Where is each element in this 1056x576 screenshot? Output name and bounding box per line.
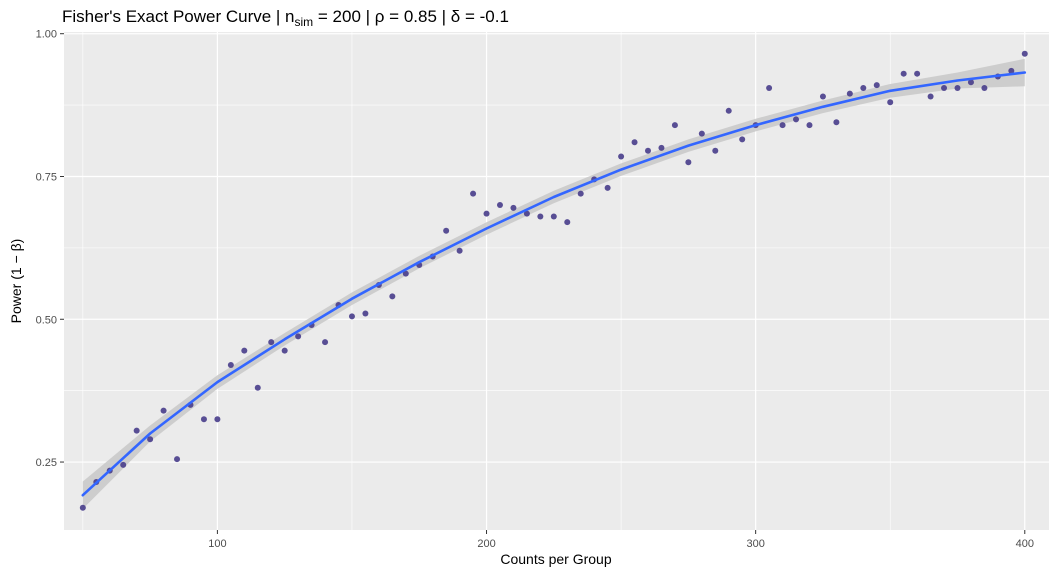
data-point [685, 159, 692, 166]
data-point [846, 90, 853, 97]
data-point [550, 213, 557, 220]
title-subscript: sim [295, 15, 314, 29]
data-point [133, 427, 140, 434]
x-axis-ticks: 100 200 300 400 [208, 530, 1034, 550]
data-point [79, 504, 86, 511]
data-point [658, 144, 665, 151]
smooth-fit-line [81, 71, 1027, 497]
data-point [1021, 50, 1028, 57]
data-point [914, 70, 921, 77]
data-point [941, 84, 948, 91]
data-point [523, 210, 530, 217]
data-point [483, 210, 490, 217]
data-point [214, 416, 221, 423]
data-point [712, 147, 719, 154]
y-tick-label: 0.25 [36, 457, 57, 469]
data-point [618, 153, 625, 160]
data-point [120, 461, 127, 468]
data-point [967, 79, 974, 86]
y-axis-ticks: 0.25 0.50 0.75 1.00 [36, 29, 64, 469]
data-point [887, 99, 894, 106]
data-point [200, 416, 207, 423]
data-point [564, 219, 571, 226]
title-part-main: Fisher's Exact Power Curve | n [62, 7, 295, 26]
data-point [254, 384, 261, 391]
data-point [833, 119, 840, 126]
data-point [227, 361, 234, 368]
data-point [389, 293, 396, 300]
data-point [281, 347, 288, 354]
y-axis-title: Power (1 − β) [8, 239, 24, 324]
data-point [510, 204, 517, 211]
data-point [537, 213, 544, 220]
data-point [322, 339, 329, 346]
data-point [725, 107, 732, 114]
data-point [160, 407, 167, 414]
data-point [174, 456, 181, 463]
data-point [268, 339, 275, 346]
data-point [819, 93, 826, 100]
data-point [981, 84, 988, 91]
data-point [295, 333, 302, 340]
points-layer [79, 50, 1028, 511]
grid-layer [64, 32, 1049, 530]
data-point [604, 184, 611, 191]
data-point [402, 270, 409, 277]
title-part-rest: = 200 | ρ = 0.85 | δ = -0.1 [313, 7, 509, 26]
data-point [954, 84, 961, 91]
x-tick-label: 400 [1016, 538, 1034, 550]
data-point [739, 136, 746, 143]
data-point [806, 122, 813, 129]
data-point [456, 247, 463, 254]
data-point [671, 122, 678, 129]
data-point [766, 84, 773, 91]
data-point [577, 190, 584, 197]
plot-panel [64, 32, 1049, 530]
data-point [362, 310, 369, 317]
data-point [443, 227, 450, 234]
data-point [631, 139, 638, 146]
data-point [147, 436, 154, 443]
data-point [900, 70, 907, 77]
smooth-line-layer [81, 71, 1027, 497]
y-tick-label: 0.75 [36, 171, 57, 183]
data-point [1008, 67, 1015, 74]
data-point [470, 190, 477, 197]
data-point [927, 93, 934, 100]
data-point [873, 82, 880, 89]
data-point [496, 202, 503, 209]
x-tick-label: 200 [477, 538, 495, 550]
data-point [779, 122, 786, 129]
x-tick-label: 100 [208, 538, 226, 550]
x-tick-label: 300 [746, 538, 764, 550]
data-point [241, 347, 248, 354]
data-point [645, 147, 652, 154]
chart-title: Fisher's Exact Power Curve | nsim = 200 … [62, 7, 509, 29]
x-axis-title: Counts per Group [500, 551, 611, 567]
data-point [860, 84, 867, 91]
y-tick-label: 0.50 [36, 314, 57, 326]
data-point [348, 313, 355, 320]
data-point [698, 130, 705, 137]
y-tick-label: 1.00 [36, 29, 57, 41]
data-point [793, 116, 800, 123]
